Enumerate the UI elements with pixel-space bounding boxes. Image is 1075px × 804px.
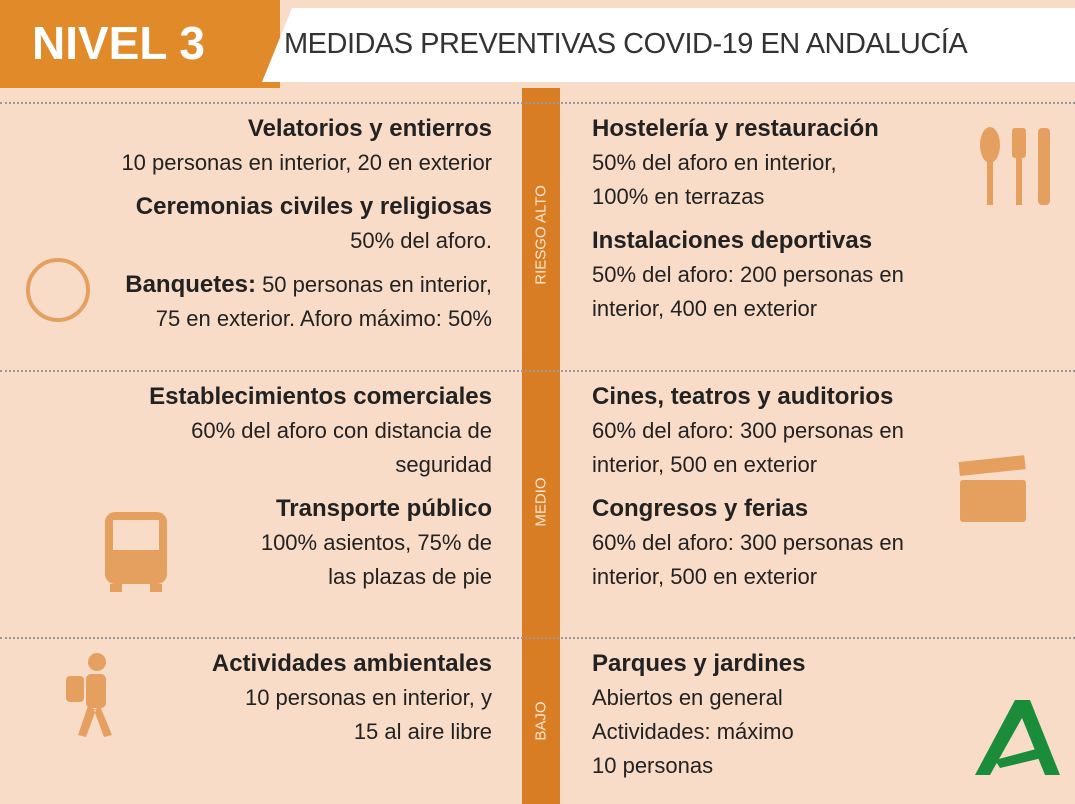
cutlery-icon (980, 127, 1050, 205)
text-line: 10 personas en interior, 20 en exterior (121, 150, 492, 175)
logo (975, 700, 1060, 775)
title: MEDIDAS PREVENTIVAS COVID-19 EN ANDALUCÍ… (284, 28, 968, 60)
text-line: 50% del aforo: 200 personas en (592, 262, 904, 287)
item: Instalaciones deportivas 50% del aforo: 2… (592, 224, 1072, 326)
item-text: 15 al aire libre (12, 715, 492, 749)
separator (0, 637, 1075, 639)
item-text: 50% del aforo en interior, (592, 146, 1072, 180)
risk-text: MEDIO (532, 476, 550, 527)
item: Cines, teatros y auditorios 60% del aforo… (592, 380, 1072, 482)
item-heading: Instalaciones deportivas (592, 227, 873, 254)
right-column: Parques y jardines Abiertos en general Act… (592, 647, 1072, 793)
item-lead: Banquetes: (125, 271, 256, 298)
text-line: 100% asientos, 75% de (260, 530, 492, 555)
text-line: Abiertos en general (592, 685, 783, 710)
text-line: Actividades: máximo (592, 719, 794, 744)
item: Transporte público 100% asientos, 75% de l… (12, 492, 492, 594)
text-line: 100% en terrazas (592, 184, 765, 209)
item-heading: Establecimientos comerciales (149, 383, 492, 410)
left-column: Establecimientos comerciales 60% del afor… (12, 380, 492, 604)
level: NIVEL 3 (32, 17, 205, 69)
item-heading: Transporte público (275, 495, 492, 522)
item: Velatorios y entierros 10 personas en int… (12, 112, 492, 180)
item-heading: Hostelería y restauración (592, 115, 879, 142)
item-heading: Velatorios y entierros (247, 115, 492, 142)
text-line: 75 en exterior. Aforo máximo: 50% (155, 306, 492, 331)
item-text: interior, 400 en exterior (592, 292, 1072, 326)
text-line: 60% del aforo: 300 personas en (592, 530, 904, 555)
text-line: 60% del aforo con distancia de (191, 418, 492, 443)
item-text: 10 personas en interior, 20 en exterior (12, 146, 492, 180)
text-line: 15 al aire libre (353, 719, 492, 744)
item: Ceremonias civiles y religiosas 50% del a… (12, 190, 492, 258)
header-bar (0, 0, 280, 88)
text-line: interior, 500 en exterior (592, 564, 818, 589)
text-line: interior, 400 en exterior (592, 296, 818, 321)
item-heading: Congresos y ferias (592, 495, 809, 522)
item-heading: Actividades ambientales (211, 650, 492, 677)
text-line: seguridad (395, 452, 492, 477)
item-text: 60% del aforo con distancia de (12, 414, 492, 448)
text-line: 60% del aforo: 300 personas en (592, 418, 904, 443)
text-line: las plazas de pie (328, 564, 492, 589)
risk-band (522, 88, 560, 804)
item: Parques y jardines Abiertos en general Act… (592, 647, 1072, 783)
item: Actividades ambientales 10 personas en in… (12, 647, 492, 749)
item-heading: Parques y jardines (592, 650, 806, 677)
item-text: 10 personas (592, 749, 1072, 783)
item-text: 100% en terrazas (592, 180, 1072, 214)
item: Banquetes: 50 personas en interior, 75 en… (12, 268, 492, 336)
bus-icon (105, 512, 167, 592)
separator (0, 102, 1075, 104)
header-band (262, 8, 1075, 82)
item-heading: Cines, teatros y auditorios (592, 383, 894, 410)
separator (0, 370, 1075, 372)
item-text: 100% asientos, 75% de (12, 526, 492, 560)
item-text: Abiertos en general (592, 681, 1072, 715)
right-column: Hostelería y restauración 50% del aforo e… (592, 112, 1072, 336)
text-line: 10 personas (592, 753, 714, 778)
item-text: seguridad (12, 448, 492, 482)
item-text: Banquetes: 50 personas en interior, (12, 268, 492, 302)
item-text: interior, 500 en exterior (592, 560, 1072, 594)
item: Establecimientos comerciales 60% del afor… (12, 380, 492, 482)
text-line: 50% del aforo. (350, 228, 492, 253)
clapper-icon (958, 455, 1026, 522)
risk-text: BAJO (532, 700, 550, 741)
item-text: las plazas de pie (12, 560, 492, 594)
item-heading: Ceremonias civiles y religiosas (135, 193, 492, 220)
item-text: Actividades: máximo (592, 715, 1072, 749)
item: Congresos y ferias 60% del aforo: 300 per… (592, 492, 1072, 594)
text-line: 50 personas en interior, (262, 272, 492, 297)
item-text: 60% del aforo: 300 personas en (592, 414, 1072, 448)
left-column: Actividades ambientales 10 personas en in… (12, 647, 492, 759)
ring-icon (26, 258, 90, 322)
item-text: 50% del aforo: 200 personas en (592, 258, 1072, 292)
item-text: interior, 500 en exterior (592, 448, 1072, 482)
right-column: Cines, teatros y auditorios 60% del aforo… (592, 380, 1072, 604)
item-text: 75 en exterior. Aforo máximo: 50% (12, 302, 492, 336)
item: Hostelería y restauración 50% del aforo e… (592, 112, 1072, 214)
text-line: interior, 500 en exterior (592, 452, 818, 477)
item-text: 60% del aforo: 300 personas en (592, 526, 1072, 560)
left-column: Velatorios y entierros 10 personas en int… (12, 112, 492, 346)
item-text: 10 personas en interior, y (12, 681, 492, 715)
item-text: 50% del aforo. (12, 224, 492, 258)
text-line: 50% del aforo en interior, (592, 150, 837, 175)
hiker-icon (66, 653, 112, 737)
risk-text: RIESGO ALTO (532, 185, 550, 285)
text-line: 10 personas en interior, y (244, 685, 492, 710)
